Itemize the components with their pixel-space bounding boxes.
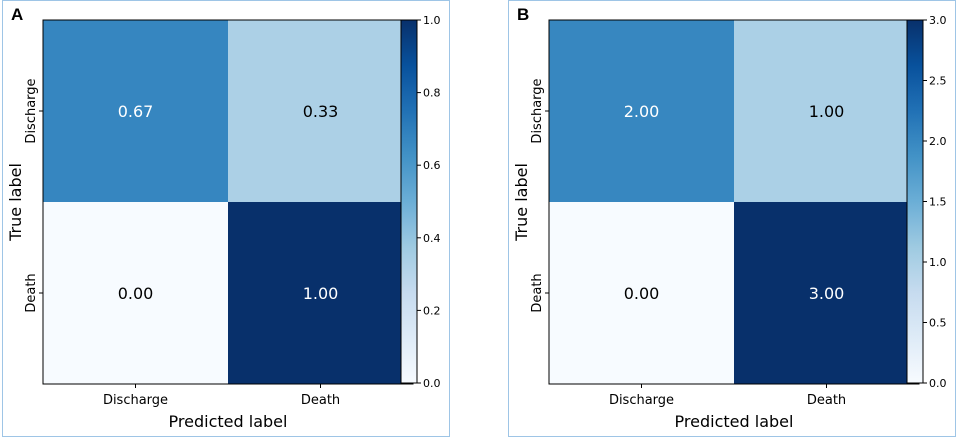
colorbar-tick-label: 0.5: [929, 317, 947, 330]
colorbar-tick-label: 3.0: [929, 14, 947, 27]
cell-value-label: 0.00: [118, 284, 154, 303]
colorbar: [400, 19, 418, 384]
cell-discharge-death: [734, 20, 919, 202]
cell-discharge-death: [228, 20, 413, 202]
colorbar-tick-label: 0.8: [423, 87, 441, 100]
panel-label-b: B: [517, 5, 529, 24]
cell-value-label: 0.67: [118, 102, 154, 121]
colorbar-tick-label: 1.0: [423, 14, 441, 27]
colorbar-tick-label: 0.0: [929, 377, 947, 390]
x-axis-title: Predicted label: [169, 412, 288, 431]
x-axis-title: Predicted label: [675, 412, 794, 431]
x-tick-label: Discharge: [103, 393, 168, 408]
cell-value-label: 2.00: [624, 102, 660, 121]
confusion-matrix-b: B 2.00 1.00 0.00 3.00 Discharge Death Discharg…: [512, 5, 947, 431]
y-axis-title: True label: [6, 163, 25, 242]
y-tick-label: Discharge: [24, 78, 39, 143]
cell-death-discharge: [43, 202, 228, 384]
cell-value-label: 1.00: [303, 284, 339, 303]
x-tick-label: Discharge: [609, 393, 674, 408]
cell-value-label: 1.00: [809, 102, 845, 121]
colorbar-tick-label: 1.0: [929, 256, 947, 269]
colorbar-tick-label: 0.2: [423, 304, 441, 317]
y-tick-label: Death: [530, 273, 545, 312]
cell-value-label: 3.00: [809, 284, 845, 303]
cell-death-death: [228, 202, 413, 384]
cell-death-death: [734, 202, 919, 384]
cell-death-discharge: [549, 202, 734, 384]
colorbar-tick-label: 0.0: [423, 377, 441, 390]
cell-value-label: 0.00: [624, 284, 660, 303]
confusion-matrix-a: A 0.67 0.33 0.00 1.00 Discharge Death Discharg…: [6, 5, 441, 431]
x-tick-label: Death: [301, 393, 340, 408]
panel-label-a: A: [11, 5, 23, 24]
colorbar-tick-label: 0.6: [423, 159, 441, 172]
cell-discharge-discharge: [43, 20, 228, 202]
colorbar: [906, 19, 924, 384]
panel-b: B 2.00 1.00 0.00 3.00 Discharge Death Discharg…: [508, 0, 956, 437]
x-tick-label: Death: [807, 393, 846, 408]
colorbar-tick-label: 2.5: [929, 75, 947, 88]
cell-value-label: 0.33: [303, 102, 339, 121]
panel-a: A 0.67 0.33 0.00 1.00 Discharge Death Discharg…: [2, 0, 450, 437]
colorbar-tick-label: 2.0: [929, 135, 947, 148]
y-tick-label: Discharge: [530, 78, 545, 143]
y-axis-title: True label: [512, 163, 531, 242]
y-tick-label: Death: [24, 273, 39, 312]
cell-discharge-discharge: [549, 20, 734, 202]
colorbar-tick-label: 1.5: [929, 196, 947, 209]
colorbar-tick-label: 0.4: [423, 232, 441, 245]
